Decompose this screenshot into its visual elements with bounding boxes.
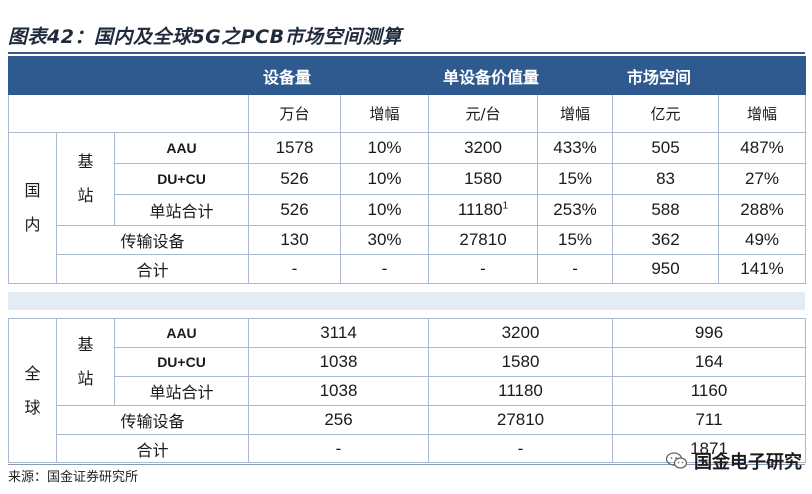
wechat-icon — [665, 452, 688, 470]
table-row: 传输设备 256 27810 711 — [9, 405, 806, 435]
row-name: 合计 — [56, 434, 249, 463]
base-station-label: 基站 — [56, 318, 115, 406]
cell-unit-value: 3200 — [428, 318, 613, 348]
section-divider — [8, 292, 805, 310]
row-name: 传输设备 — [56, 225, 249, 255]
cell-market: 1160 — [612, 376, 806, 406]
cell-market: 950 — [612, 254, 720, 284]
footnote-marker: 1 — [502, 200, 509, 212]
header-unit-value: 单设备价值量 — [428, 56, 614, 95]
region-label-global: 全球 — [8, 318, 57, 463]
header-market: 市场空间 — [612, 56, 807, 95]
cell-market-growth: 288% — [718, 194, 807, 226]
header-row: 设备量 单设备价值量 市场空间 — [8, 56, 807, 95]
table-row: 单站合计 1038 11180 1160 — [9, 376, 806, 406]
row-name: 单站合计 — [114, 376, 249, 406]
cell-unit-value: - — [428, 254, 539, 284]
cell-equipment-growth: - — [339, 254, 430, 284]
subheader-blank — [8, 94, 249, 133]
title-rule — [8, 52, 805, 54]
global-table: 全球 基站 AAU 3114 3200 996 DU+CU 1038 1580 … — [8, 318, 806, 463]
cell-equipment: 1578 — [248, 132, 341, 164]
cell-equipment-growth: 10% — [339, 132, 430, 164]
cell-unit-value-growth: 253% — [537, 194, 614, 226]
footer-rule — [8, 464, 805, 465]
table-row: DU+CU 1038 1580 164 — [9, 347, 806, 377]
subheader-unit-yuan-tai: 元/台 — [428, 94, 539, 133]
cell-market-growth: 27% — [718, 163, 807, 195]
cell-market-growth: 49% — [718, 225, 807, 255]
cell-market: 362 — [612, 225, 720, 255]
cell-market: 588 — [612, 194, 720, 226]
cell-unit-value-growth: 15% — [537, 225, 614, 255]
cell-unit-value: 27810 — [428, 405, 613, 435]
region-label-domestic: 国内 — [8, 132, 57, 284]
cell-equipment: 130 — [248, 225, 341, 255]
cell-market: 505 — [612, 132, 720, 164]
cell-market: 164 — [612, 347, 806, 377]
cell-equipment-growth: 10% — [339, 163, 430, 195]
cell-equipment: 1038 — [248, 347, 429, 377]
source-note: 来源：国金证券研究所 — [8, 470, 139, 485]
page-title: 图表42：国内及全球5G之PCB市场空间测算 — [8, 26, 402, 48]
cell-unit-value: 27810 — [428, 225, 539, 255]
table-row: 国内 基站 AAU 1578 10% 3200 433% 505 487% — [8, 132, 807, 284]
brand-name: 国金电子研究 — [694, 452, 802, 473]
table-row: 合计 - - 1871 — [9, 434, 806, 463]
table-row: 传输设备 130 30% 27810 15% 362 49% — [9, 225, 807, 255]
cell-unit-value-growth: 433% — [537, 132, 614, 164]
subheader-growth: 增幅 — [537, 94, 614, 133]
table-row: DU+CU 526 10% 1580 15% 83 27% — [9, 163, 807, 195]
cell-equipment: - — [248, 254, 341, 284]
cell-unit-value-growth: 15% — [537, 163, 614, 195]
subheader-unit-wantai: 万台 — [248, 94, 341, 133]
row-name: AAU — [114, 132, 249, 164]
header-blank — [8, 56, 249, 95]
cell-unit-value: - — [428, 434, 613, 463]
cell-unit-value: 111801 — [428, 194, 539, 226]
subheader-growth: 增幅 — [339, 94, 430, 133]
cell-equipment-growth: 30% — [339, 225, 430, 255]
row-name: DU+CU — [114, 347, 249, 377]
cell-equipment: 256 — [248, 405, 429, 435]
cell-unit-value: 1580 — [428, 347, 613, 377]
cell-market-growth: 487% — [718, 132, 807, 164]
table-row: 单站合计 526 10% 111801 253% 588 288% — [9, 194, 807, 226]
cell-market-growth: 141% — [718, 254, 807, 284]
cell-equipment: 1038 — [248, 376, 429, 406]
cell-market: 83 — [612, 163, 720, 195]
cell-equipment: 526 — [248, 194, 341, 226]
cell-market: 996 — [612, 318, 806, 348]
table-row: 合计 - - - - 950 141% — [9, 254, 807, 284]
cell-market: 711 — [612, 405, 806, 435]
cell-unit-value-growth: - — [537, 254, 614, 284]
cell-unit-value: 1580 — [428, 163, 539, 195]
row-name: 合计 — [56, 254, 249, 284]
row-name: DU+CU — [114, 163, 249, 195]
subheader-unit-yiyuan: 亿元 — [612, 94, 720, 133]
cell-unit-value: 11180 — [428, 376, 613, 406]
subheader-growth: 增幅 — [718, 94, 807, 133]
base-station-label: 基站 — [56, 132, 115, 226]
cell-unit-value: 3200 — [428, 132, 539, 164]
brand-watermark: 国金电子研究 — [665, 448, 802, 474]
cell-equipment: 3114 — [248, 318, 429, 348]
cell-equipment: 526 — [248, 163, 341, 195]
cell-equipment-growth: 10% — [339, 194, 430, 226]
row-name: AAU — [114, 318, 249, 348]
table-row: 全球 基站 AAU 3114 3200 996 — [8, 318, 806, 463]
subheader-row: 万台 增幅 元/台 增幅 亿元 增幅 — [8, 94, 807, 133]
cell-equipment: - — [248, 434, 429, 463]
domestic-table: 设备量 单设备价值量 市场空间 万台 增幅 元/台 增幅 亿元 增幅 国内 基站… — [8, 56, 807, 284]
cell-market: 1871 — [612, 434, 806, 463]
header-equipment: 设备量 — [247, 56, 430, 95]
row-name: 单站合计 — [114, 194, 249, 226]
row-name: 传输设备 — [56, 405, 249, 435]
